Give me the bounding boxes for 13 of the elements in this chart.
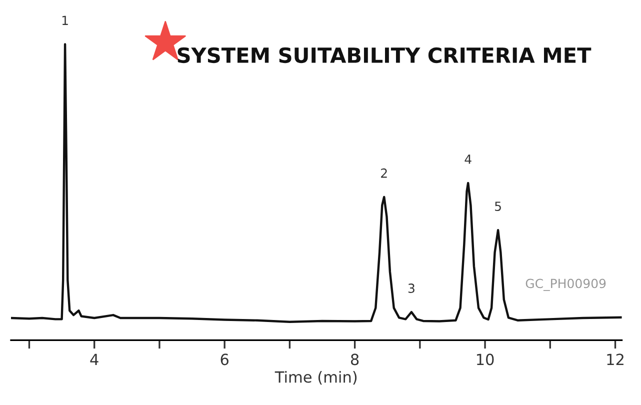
annotation: 5 [495,202,501,212]
x-tick-label: 8 [350,354,359,366]
x-tick-label: 6 [220,354,228,366]
annotation: 3 [408,284,414,293]
x-tick-label: 12 [607,354,624,366]
annotation: GC_PH00909 [526,278,606,291]
annotation: 4 [464,154,472,164]
chart-title: SYSTEM SUITABILITY CRITERIA MET [178,47,592,64]
x-tick-label: 10 [476,354,494,366]
x-axis-title: Time (min) [274,370,357,385]
x-tick-label: 4 [90,354,98,366]
annotation: 1 [62,16,68,25]
annotation: 2 [381,168,387,178]
